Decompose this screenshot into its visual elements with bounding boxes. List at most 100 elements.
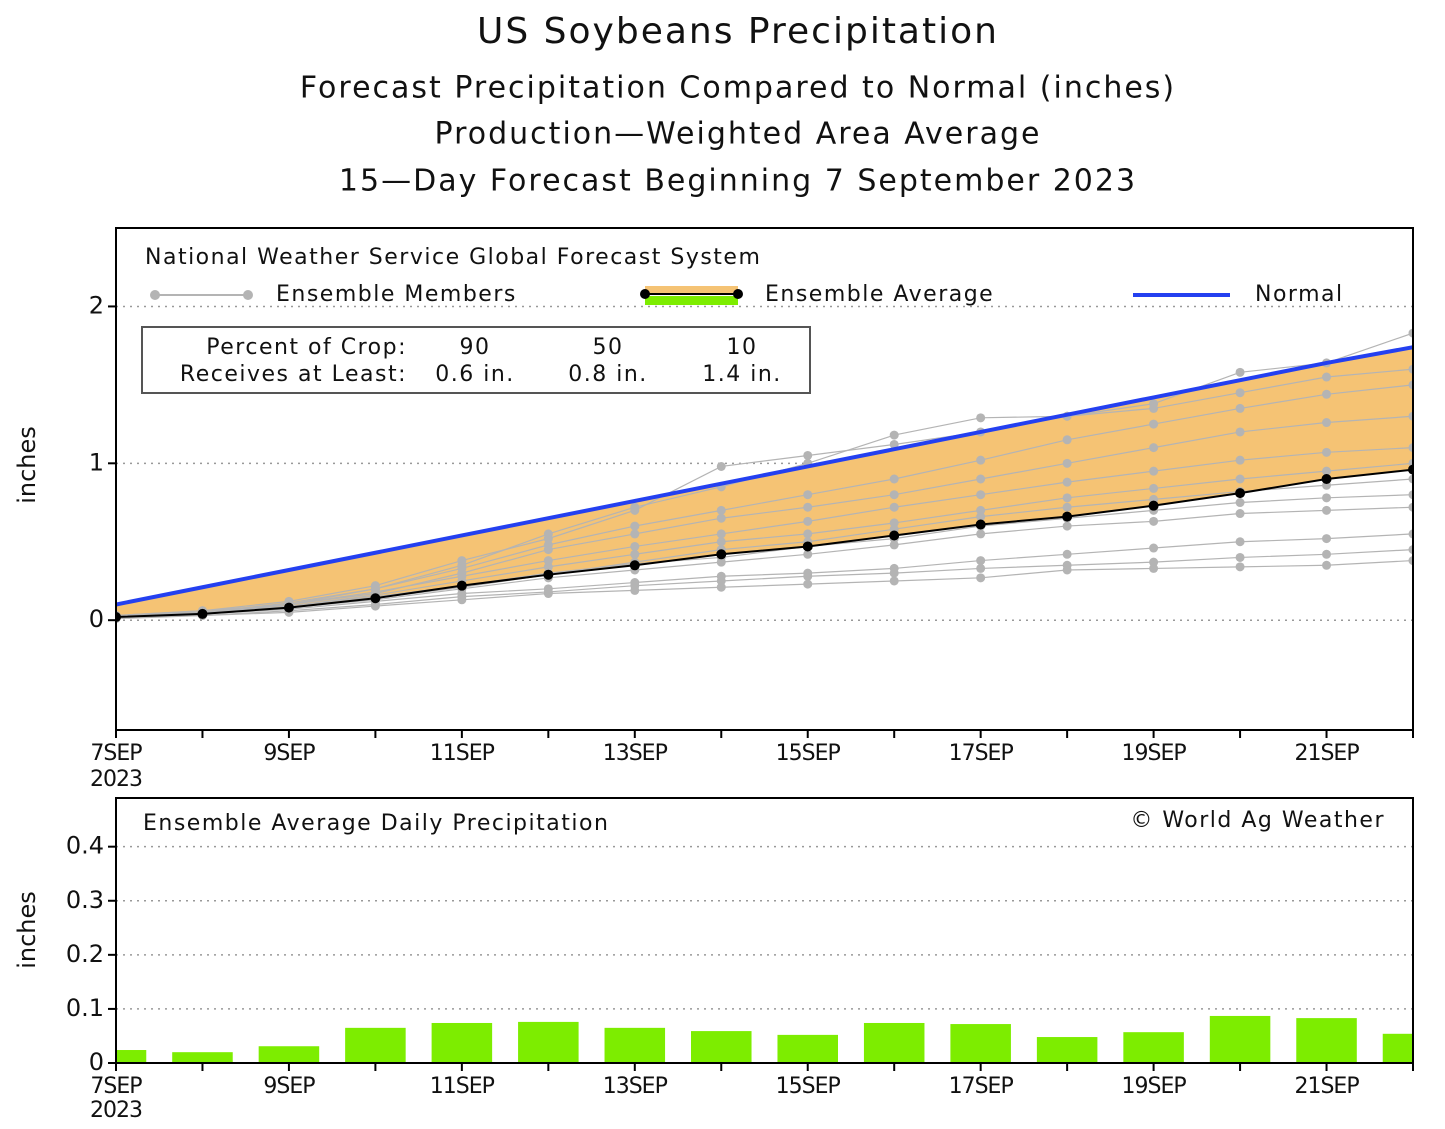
- member-point: [1322, 466, 1332, 476]
- member-point: [630, 549, 640, 559]
- x-year-label: 2023: [90, 1098, 142, 1123]
- average-point: [283, 602, 294, 613]
- bar: [345, 1027, 406, 1063]
- bar: [431, 1022, 493, 1063]
- chart-subtitle: 15—Day Forecast Beginning 7 September 20…: [339, 164, 1137, 199]
- bar: [604, 1027, 666, 1063]
- member-point: [1235, 388, 1245, 398]
- legend-swatch: [733, 289, 743, 299]
- member-point: [1149, 543, 1159, 553]
- bar: [863, 1022, 925, 1063]
- member-point: [1408, 556, 1413, 566]
- y-tick-label: 1: [89, 448, 104, 476]
- member-point: [889, 474, 899, 484]
- average-point: [116, 612, 121, 623]
- table-cell: 0.6 in.: [435, 362, 515, 387]
- member-point: [1408, 364, 1413, 374]
- average-point: [456, 580, 467, 591]
- member-point: [1062, 493, 1072, 503]
- member-point: [1322, 560, 1332, 570]
- member-point: [1408, 529, 1413, 539]
- member-point: [889, 430, 899, 440]
- member-line: [116, 415, 1413, 617]
- y-axis-label: inches: [13, 426, 41, 504]
- bar: [172, 1052, 233, 1063]
- y-tick-label: 2: [89, 291, 104, 319]
- average-point: [1321, 474, 1332, 484]
- member-point: [803, 549, 813, 559]
- plot-area: [116, 328, 1413, 624]
- member-point: [889, 576, 899, 586]
- member-point: [1235, 427, 1245, 437]
- member-point: [457, 560, 467, 570]
- member-point: [803, 568, 813, 578]
- member-point: [1408, 380, 1413, 390]
- member-point: [1062, 560, 1072, 570]
- average-point: [629, 560, 640, 571]
- member-point: [1149, 443, 1159, 453]
- member-line: [116, 368, 1413, 617]
- member-point: [976, 573, 986, 583]
- member-point: [1149, 557, 1159, 567]
- average-point: [716, 549, 727, 560]
- member-point: [1322, 549, 1332, 559]
- member-point: [1235, 509, 1245, 519]
- bar: [1036, 1037, 1098, 1063]
- x-tick-label: 15SEP: [776, 741, 841, 766]
- x-tick-label: 21SEP: [1294, 1074, 1359, 1099]
- member-line: [116, 494, 1413, 618]
- legend-swatch: [645, 296, 738, 305]
- member-point: [976, 455, 986, 465]
- legend-swatch: [640, 289, 650, 299]
- y-tick-label: 0.4: [66, 832, 104, 860]
- member-point: [976, 474, 986, 484]
- average-point: [1408, 464, 1413, 475]
- table-cell: 10: [727, 335, 758, 360]
- member-point: [1408, 490, 1413, 500]
- chart-subtitle: Production—Weighted Area Average: [435, 117, 1042, 152]
- member-point: [976, 413, 986, 423]
- legend-swatch: [150, 290, 160, 300]
- member-point: [543, 556, 553, 566]
- legend-label: Ensemble Members: [276, 282, 517, 307]
- table-cell: 50: [593, 335, 624, 360]
- x-tick-label: 7SEP: [90, 1074, 142, 1099]
- member-point: [889, 563, 899, 573]
- member-point: [1062, 477, 1072, 487]
- member-point: [1149, 516, 1159, 526]
- plot-layer: 0 1 2 7SEP 9SEP 11SEP 13SEP 15SEP 17SEP 19SEP 21SE…: [66, 286, 1414, 1099]
- member-point: [1235, 537, 1245, 547]
- member-point: [803, 516, 813, 526]
- member-point: [1322, 418, 1332, 428]
- member-point: [1062, 435, 1072, 445]
- chart-title: US Soybeans Precipitation: [477, 11, 999, 52]
- y-axis-label: inches: [13, 891, 41, 969]
- legend-swatch: [645, 286, 738, 295]
- x-tick-label: 13SEP: [603, 741, 668, 766]
- member-line: [116, 548, 1413, 618]
- member-point: [1235, 552, 1245, 562]
- member-point: [370, 584, 380, 594]
- member-point: [543, 584, 553, 594]
- table-cell: Percent of Crop:: [206, 335, 407, 360]
- member-point: [630, 541, 640, 551]
- x-tick-label: 11SEP: [430, 1074, 495, 1099]
- bar: [777, 1034, 838, 1063]
- member-point: [716, 571, 726, 581]
- member-point: [1062, 549, 1072, 559]
- member-point: [1408, 474, 1413, 484]
- bar: [691, 1031, 752, 1063]
- member-line: [116, 462, 1413, 618]
- y-tick-label: 0.2: [66, 940, 104, 968]
- member-point: [630, 578, 640, 588]
- member-line: [116, 447, 1413, 617]
- x-tick-label: 19SEP: [1122, 1074, 1187, 1099]
- member-point: [716, 513, 726, 523]
- member-point: [1235, 403, 1245, 413]
- plot-frame: [115, 797, 1414, 1064]
- legend-label: Ensemble Average: [765, 282, 994, 307]
- chart-title: Ensemble Average Daily Precipitation: [143, 811, 609, 836]
- average-point: [370, 593, 381, 604]
- chart-subtitle: Forecast Precipitation Compared to Norma…: [300, 71, 1176, 106]
- member-point: [1062, 458, 1072, 468]
